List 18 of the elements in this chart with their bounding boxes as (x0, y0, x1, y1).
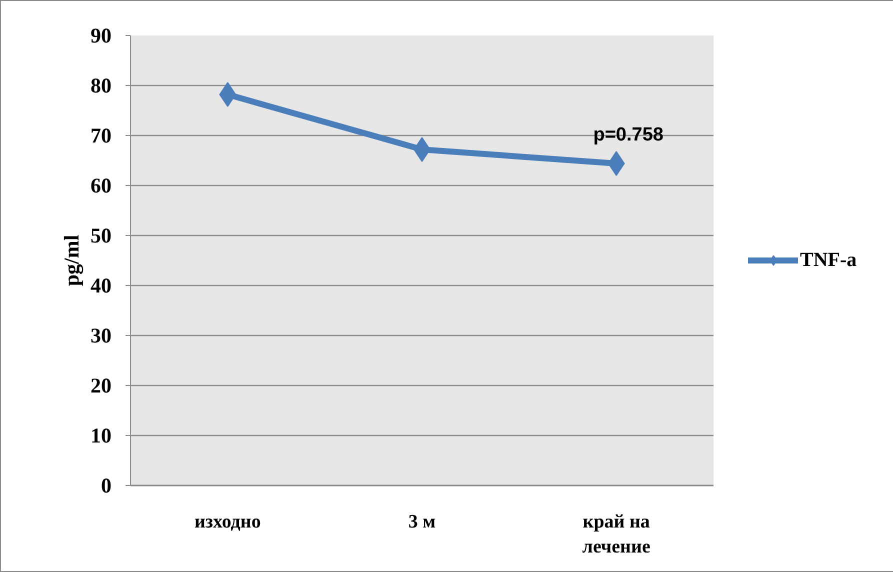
y-tick-label: 50 (90, 224, 112, 248)
annotation: p=0.758 (593, 124, 664, 146)
y-tick-label: 30 (90, 324, 112, 348)
y-tick-label: 20 (90, 374, 112, 398)
x-tick-label: изходно (194, 512, 261, 532)
y-tick-label: 60 (90, 174, 112, 198)
y-axis-title: pg/ml (60, 234, 84, 286)
y-tick-label: 80 (90, 74, 112, 98)
x-tick-label: край на лечение (582, 512, 650, 558)
point (608, 151, 625, 176)
y-tick-label: 70 (90, 124, 112, 148)
x-tick-label: 3 м (408, 512, 436, 532)
y-tick-label: 0 (101, 474, 112, 498)
y-tick-label: 90 (90, 24, 112, 48)
y-tick-label: 40 (90, 274, 112, 298)
point (219, 82, 236, 107)
legend-label: TNF-a (800, 248, 857, 272)
y-tick-label: 10 (90, 424, 112, 448)
